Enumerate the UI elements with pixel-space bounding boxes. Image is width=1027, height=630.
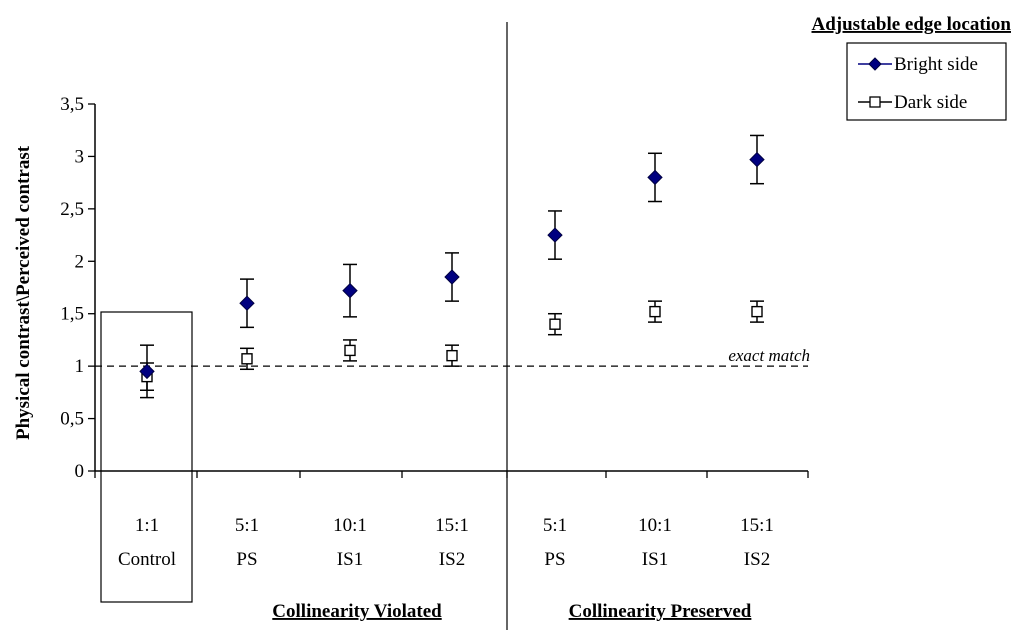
legend-item-dark-side: Dark side (858, 92, 967, 113)
y-tick-label: 1 (75, 356, 85, 377)
legend-diamond-marker (868, 57, 882, 71)
x-category-name: IS2 (744, 549, 770, 570)
x-category-ratio: 10:1 (333, 515, 367, 536)
x-category-name: IS1 (642, 549, 668, 570)
control-highlight-box (100, 311, 193, 603)
point-bright-side (239, 295, 255, 311)
point-bright-side (444, 269, 460, 285)
x-category-name: PS (236, 549, 257, 570)
x-category-ratio: 5:1 (235, 515, 259, 536)
legend-square-marker (869, 96, 881, 108)
legend-item-bright-side: Bright side (858, 54, 978, 75)
point-bright-side (139, 363, 155, 380)
point-dark-side (241, 353, 253, 365)
x-category-ratio: 15:1 (740, 515, 774, 536)
data-points (139, 134, 765, 399)
legend-title: Adjustable edge location (812, 14, 1012, 35)
y-tick-label: 2 (75, 251, 85, 272)
point-dark-side (649, 305, 661, 318)
legend-label-dark-side: Dark side (894, 92, 967, 113)
y-axis-title: Physical contrast\Perceived contrast (13, 145, 34, 440)
point-dark-side (751, 305, 763, 318)
y-tick-label: 2,5 (60, 199, 84, 220)
point-bright-side (342, 282, 358, 299)
x-category-ratio: 5:1 (543, 515, 567, 536)
x-category-name: PS (544, 549, 565, 570)
x-category-ratio: 15:1 (435, 515, 469, 536)
y-ticks: 0 0,5 1 1,5 2 2,5 3 3,5 (60, 94, 95, 482)
point-dark-side (549, 318, 561, 330)
x-categories: 1:1 Control 5:1 PS 10:1 IS1 15:1 IS2 5:1 PS 10:1 IS… (94, 471, 809, 570)
x-category-name: IS2 (439, 549, 465, 570)
point-dark-side (344, 344, 356, 357)
group-label-preserved: Collinearity Preserved (569, 601, 752, 622)
point-bright-side (647, 169, 663, 186)
y-tick-label: 0 (75, 461, 85, 482)
point-dark-side (446, 349, 458, 362)
point-bright-side (749, 151, 765, 168)
legend-label-bright-side: Bright side (894, 54, 978, 75)
x-category-ratio: 1:1 (135, 515, 159, 536)
x-category-ratio: 10:1 (638, 515, 672, 536)
point-bright-side (547, 227, 563, 243)
x-category-name: IS1 (337, 549, 363, 570)
y-tick-label: 3 (75, 146, 85, 167)
y-tick-label: 0,5 (60, 409, 84, 430)
y-tick-label: 3,5 (60, 94, 84, 115)
y-tick-label: 1,5 (60, 304, 84, 325)
group-label-violated: Collinearity Violated (272, 601, 442, 622)
x-category-name: Control (118, 549, 176, 570)
exact-match-label: exact match (728, 346, 810, 365)
